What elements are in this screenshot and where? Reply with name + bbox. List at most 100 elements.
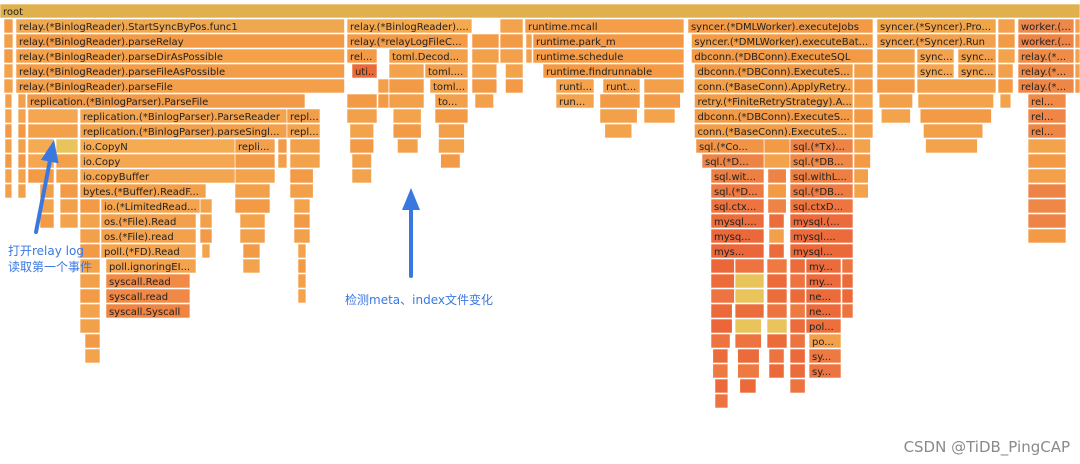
flame-sliver[interactable] bbox=[349, 138, 374, 154]
flame-sliver[interactable] bbox=[388, 78, 425, 94]
flame-sliver[interactable] bbox=[346, 93, 378, 109]
flame-sliver[interactable] bbox=[3, 18, 14, 34]
flame-sliver[interactable] bbox=[17, 138, 27, 154]
flame-sliver[interactable] bbox=[392, 123, 422, 139]
flame-sliver[interactable] bbox=[293, 228, 311, 244]
flame-sliver[interactable] bbox=[17, 123, 27, 139]
flame-sliver[interactable] bbox=[377, 78, 390, 94]
flame-frame-uti-4[interactable] bbox=[351, 63, 378, 79]
flame-sliver[interactable] bbox=[789, 303, 806, 319]
flame-sliver[interactable] bbox=[79, 318, 101, 334]
flame-sliver[interactable] bbox=[876, 63, 916, 79]
flame-sliver[interactable] bbox=[277, 153, 288, 169]
flame-frame-relay-3[interactable] bbox=[1017, 48, 1075, 64]
flame-sliver[interactable] bbox=[392, 108, 422, 124]
flame-sliver[interactable] bbox=[599, 93, 641, 109]
flame-sliver[interactable] bbox=[763, 153, 791, 169]
flame-sliver[interactable] bbox=[289, 138, 321, 154]
flame-frame-poll-ignoringei[interactable] bbox=[105, 258, 197, 274]
flame-sliver[interactable] bbox=[997, 18, 1016, 34]
flame-sliver[interactable] bbox=[768, 213, 785, 229]
flame-sliver[interactable] bbox=[79, 228, 101, 244]
flame-frame-rel-8[interactable] bbox=[1027, 123, 1067, 139]
flame-sliver[interactable] bbox=[916, 78, 997, 94]
flame-frame-repli-9[interactable] bbox=[234, 138, 276, 154]
flame-frame-mysql-14b[interactable] bbox=[789, 213, 854, 229]
flame-sliver[interactable] bbox=[289, 168, 314, 184]
flame-frame-relay-parsedirasp[interactable] bbox=[15, 48, 345, 64]
flame-frame-retry-finiteretry[interactable] bbox=[694, 93, 854, 109]
flame-frame-syncer-dmlworker-bat[interactable] bbox=[691, 33, 874, 49]
flame-sliver[interactable] bbox=[199, 198, 213, 214]
flame-sliver[interactable] bbox=[4, 138, 13, 154]
flame-sliver[interactable] bbox=[1027, 213, 1067, 229]
flame-frame-ne-20[interactable] bbox=[805, 303, 842, 319]
flame-frame-relay-5[interactable] bbox=[1017, 78, 1075, 94]
flame-frame-sql-db-10[interactable] bbox=[789, 153, 854, 169]
flame-sliver[interactable] bbox=[997, 48, 1016, 64]
flame-sliver[interactable] bbox=[4, 153, 13, 169]
flame-frame-root[interactable] bbox=[0, 3, 1080, 19]
flame-sliver[interactable] bbox=[1074, 78, 1080, 94]
flame-sliver[interactable] bbox=[1074, 63, 1080, 79]
flame-sliver[interactable] bbox=[388, 63, 425, 79]
flame-frame-io-copy[interactable] bbox=[79, 153, 236, 169]
flame-sliver[interactable] bbox=[734, 303, 765, 319]
flame-sliver[interactable] bbox=[853, 93, 874, 109]
flame-sliver[interactable] bbox=[997, 78, 1014, 94]
flame-sliver[interactable] bbox=[59, 183, 79, 199]
flame-frame-relay-binlogreader-1[interactable] bbox=[346, 18, 473, 34]
flame-sliver[interactable] bbox=[789, 258, 806, 274]
flame-frame-sy-23[interactable] bbox=[808, 348, 842, 364]
flame-sliver[interactable] bbox=[297, 243, 307, 259]
flame-sliver[interactable] bbox=[84, 348, 101, 364]
flame-sliver[interactable] bbox=[734, 258, 765, 274]
flame-sliver[interactable] bbox=[55, 153, 79, 169]
flame-sliver[interactable] bbox=[997, 33, 1016, 49]
flame-frame-dbconn-executes-7[interactable] bbox=[694, 108, 854, 124]
flame-frame-mysql-14a[interactable] bbox=[710, 213, 765, 229]
flame-frame-bytes-readf[interactable] bbox=[79, 183, 207, 199]
flame-sliver[interactable] bbox=[999, 93, 1012, 109]
flame-sliver[interactable] bbox=[878, 93, 913, 109]
flame-frame-rel-3a[interactable] bbox=[346, 48, 378, 64]
flame-frame-syscall-syscall[interactable] bbox=[105, 303, 191, 319]
flame-frame-dbconn-executes-4[interactable] bbox=[694, 63, 854, 79]
flame-sliver[interactable] bbox=[710, 303, 733, 319]
flame-sliver[interactable] bbox=[525, 48, 533, 64]
flame-sliver[interactable] bbox=[4, 183, 13, 199]
flame-frame-mysql-16[interactable] bbox=[789, 243, 854, 259]
flame-frame-relay-relaylogfile[interactable] bbox=[346, 33, 469, 49]
flame-sliver[interactable] bbox=[767, 168, 787, 184]
flame-sliver[interactable] bbox=[853, 153, 871, 169]
flame-sliver[interactable] bbox=[737, 348, 760, 364]
flame-frame-sql-wit[interactable] bbox=[710, 168, 765, 184]
flame-sliver[interactable] bbox=[766, 318, 788, 334]
flame-frame-sql-db-12[interactable] bbox=[789, 183, 854, 199]
flame-sliver[interactable] bbox=[388, 93, 425, 109]
flame-frame-po-22[interactable] bbox=[808, 333, 842, 349]
flame-sliver[interactable] bbox=[1027, 198, 1067, 214]
flame-sliver[interactable] bbox=[853, 63, 874, 79]
flame-sliver[interactable] bbox=[84, 333, 101, 349]
flame-frame-syncer-syncer-pro[interactable] bbox=[876, 18, 997, 34]
flame-frame-conn-applyretry[interactable] bbox=[694, 78, 854, 94]
flame-frame-relay-startsyncbypos[interactable] bbox=[15, 18, 345, 34]
flame-sliver[interactable] bbox=[297, 258, 307, 274]
flame-sliver[interactable] bbox=[242, 243, 261, 259]
flame-sliver[interactable] bbox=[841, 288, 854, 304]
flame-sliver[interactable] bbox=[474, 93, 494, 109]
flame-frame-to-6[interactable] bbox=[434, 93, 469, 109]
flame-frame-toml-5[interactable] bbox=[429, 78, 469, 94]
flame-sliver[interactable] bbox=[923, 123, 984, 139]
flame-frame-io-copybuffer[interactable] bbox=[79, 168, 236, 184]
flame-frame-runtime-park-m[interactable] bbox=[532, 33, 685, 49]
flame-sliver[interactable] bbox=[499, 18, 524, 34]
flame-sliver[interactable] bbox=[346, 108, 378, 124]
flame-sliver[interactable] bbox=[201, 243, 211, 259]
flame-sliver[interactable] bbox=[768, 228, 785, 244]
flame-frame-replication-parsefile[interactable] bbox=[26, 93, 306, 109]
flame-sliver[interactable] bbox=[766, 288, 788, 304]
flame-sliver[interactable] bbox=[853, 108, 874, 124]
flame-sliver[interactable] bbox=[768, 243, 785, 259]
